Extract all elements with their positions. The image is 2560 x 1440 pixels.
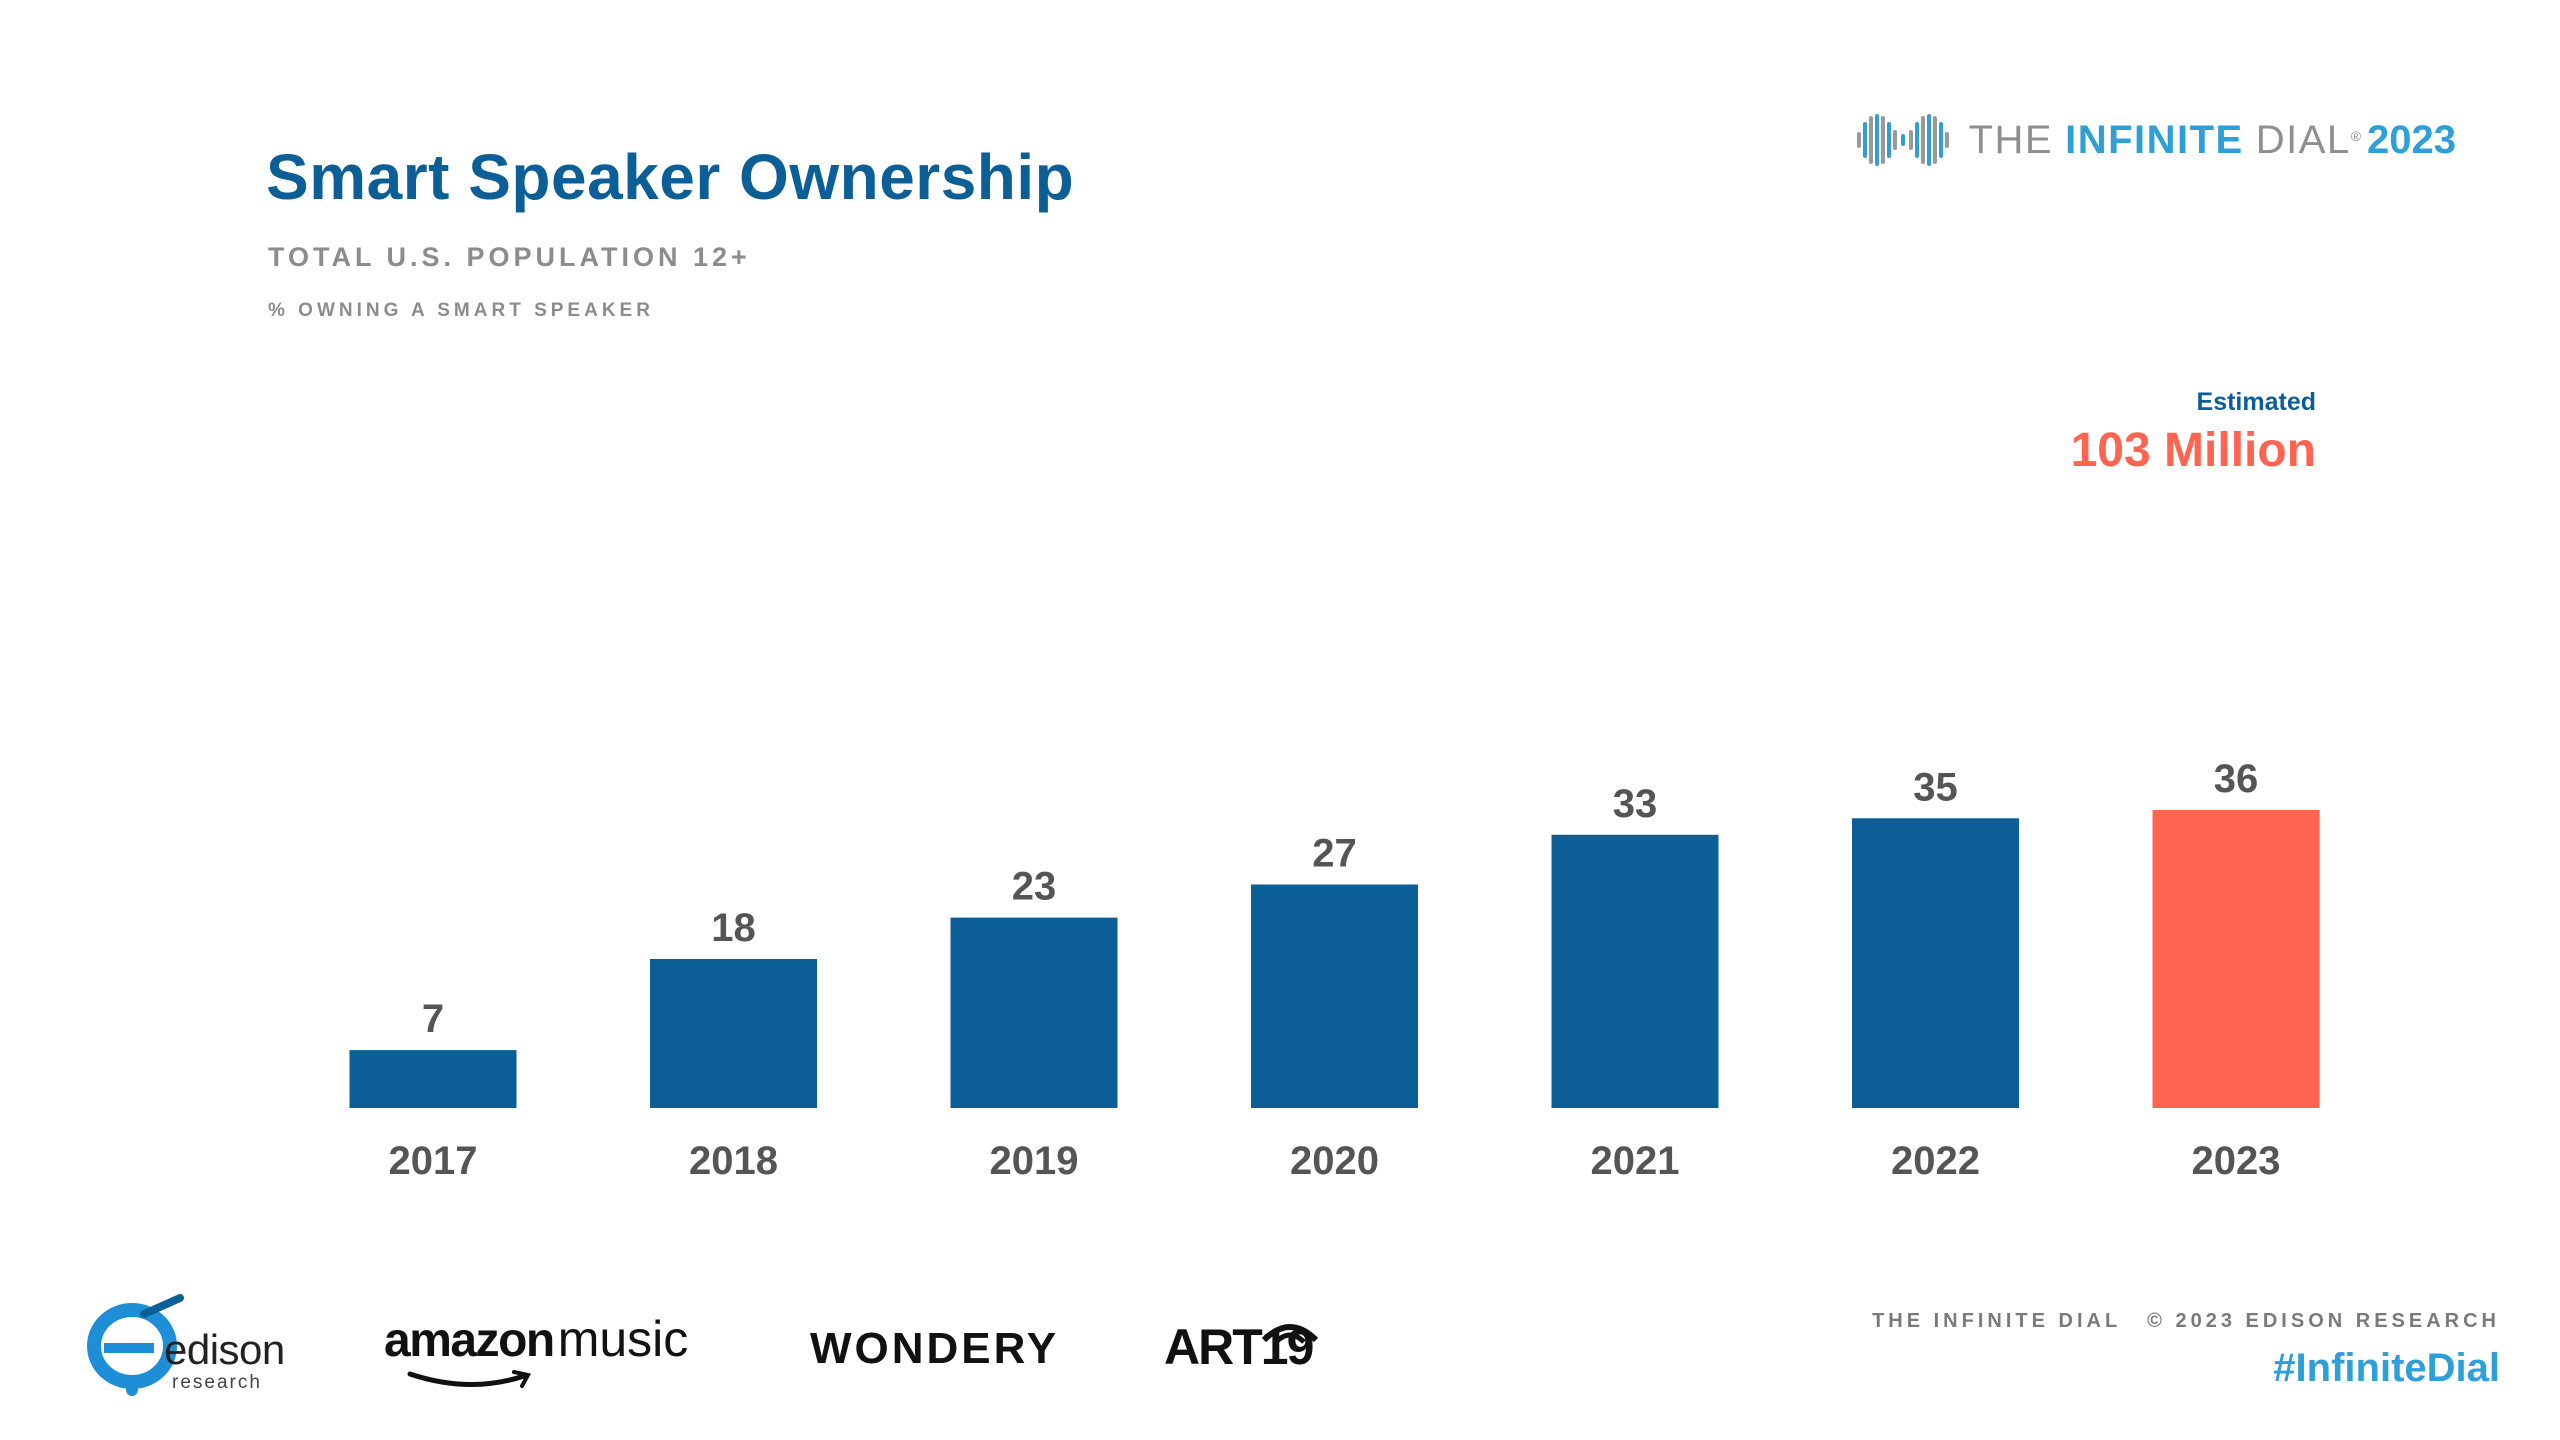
- brand-dial: DIAL: [2255, 117, 2351, 162]
- art19-logo: ART19: [1164, 1318, 1319, 1376]
- category-label-2018: 2018: [689, 1139, 778, 1183]
- bar-2017: [349, 1050, 517, 1108]
- estimate-callout: Estimated 103 Million: [2071, 388, 2316, 478]
- amazon-smile-icon: [407, 1370, 532, 1388]
- bar-2020: [1251, 884, 1418, 1108]
- estimate-value: 103 Million: [2070, 424, 2316, 477]
- page-title: Smart Speaker Ownership: [266, 141, 1075, 213]
- bar-2023: [2152, 810, 2320, 1108]
- bar-2022: [1852, 818, 2019, 1108]
- infinity-wave-icon: [1856, 114, 1949, 166]
- population-subtitle: TOTAL U.S. POPULATION 12+: [268, 242, 751, 272]
- signal-arc-icon: [1261, 1324, 1319, 1344]
- hashtag: #InfiniteDial: [2273, 1346, 2500, 1390]
- brand-registered: ®: [2350, 128, 2362, 144]
- brand-year: 2023: [2367, 117, 2456, 162]
- value-label-2018: 18: [711, 906, 756, 950]
- edison-word: edison: [164, 1326, 285, 1373]
- bar-2019: [950, 917, 1118, 1108]
- measure-label: % OWNING A SMART SPEAKER: [268, 300, 654, 321]
- edison-swirl-icon: [87, 1294, 184, 1396]
- amazon-music-logo: amazonmusic: [384, 1310, 724, 1390]
- value-label-2017: 7: [422, 997, 444, 1041]
- bar-2018: [650, 959, 817, 1108]
- brand-infinite: INFINITE: [2065, 117, 2244, 162]
- music-word: music: [557, 1311, 689, 1367]
- credit-infinite-dial: THE INFINITE DIAL: [1872, 1310, 2122, 1332]
- amazon-word: amazon: [384, 1314, 555, 1367]
- category-label-2023: 2023: [2192, 1139, 2281, 1183]
- value-label-2019: 23: [1012, 865, 1057, 909]
- estimate-label: Estimated: [2196, 388, 2316, 416]
- brand-the: THE: [1968, 117, 2054, 162]
- edison-sub: research: [172, 1372, 262, 1393]
- infinite-dial-brand: THE INFINITE DIAL ® 2023: [1853, 108, 2456, 172]
- category-label-2020: 2020: [1290, 1139, 1379, 1183]
- value-label-2022: 35: [1913, 765, 1958, 809]
- value-label-2020: 27: [1312, 832, 1357, 876]
- value-label-2021: 33: [1613, 782, 1658, 826]
- category-label-2017: 2017: [389, 1139, 478, 1183]
- footer-credits: THE INFINITE DIAL © 2023 EDISON RESEARCH: [1872, 1310, 2500, 1333]
- bar-2021: [1551, 834, 1719, 1108]
- category-label-2019: 2019: [990, 1139, 1079, 1183]
- sponsor-logos: edison research amazonmusic WONDERY ART1…: [84, 1290, 1384, 1400]
- category-label-2021: 2021: [1591, 1139, 1680, 1183]
- category-label-2022: 2022: [1891, 1139, 1980, 1183]
- edison-logo: edison research: [84, 1290, 314, 1400]
- wondery-logo: WONDERY: [810, 1324, 1060, 1373]
- credit-copyright: © 2023 EDISON RESEARCH: [2147, 1310, 2500, 1332]
- value-label-2023: 36: [2214, 757, 2259, 801]
